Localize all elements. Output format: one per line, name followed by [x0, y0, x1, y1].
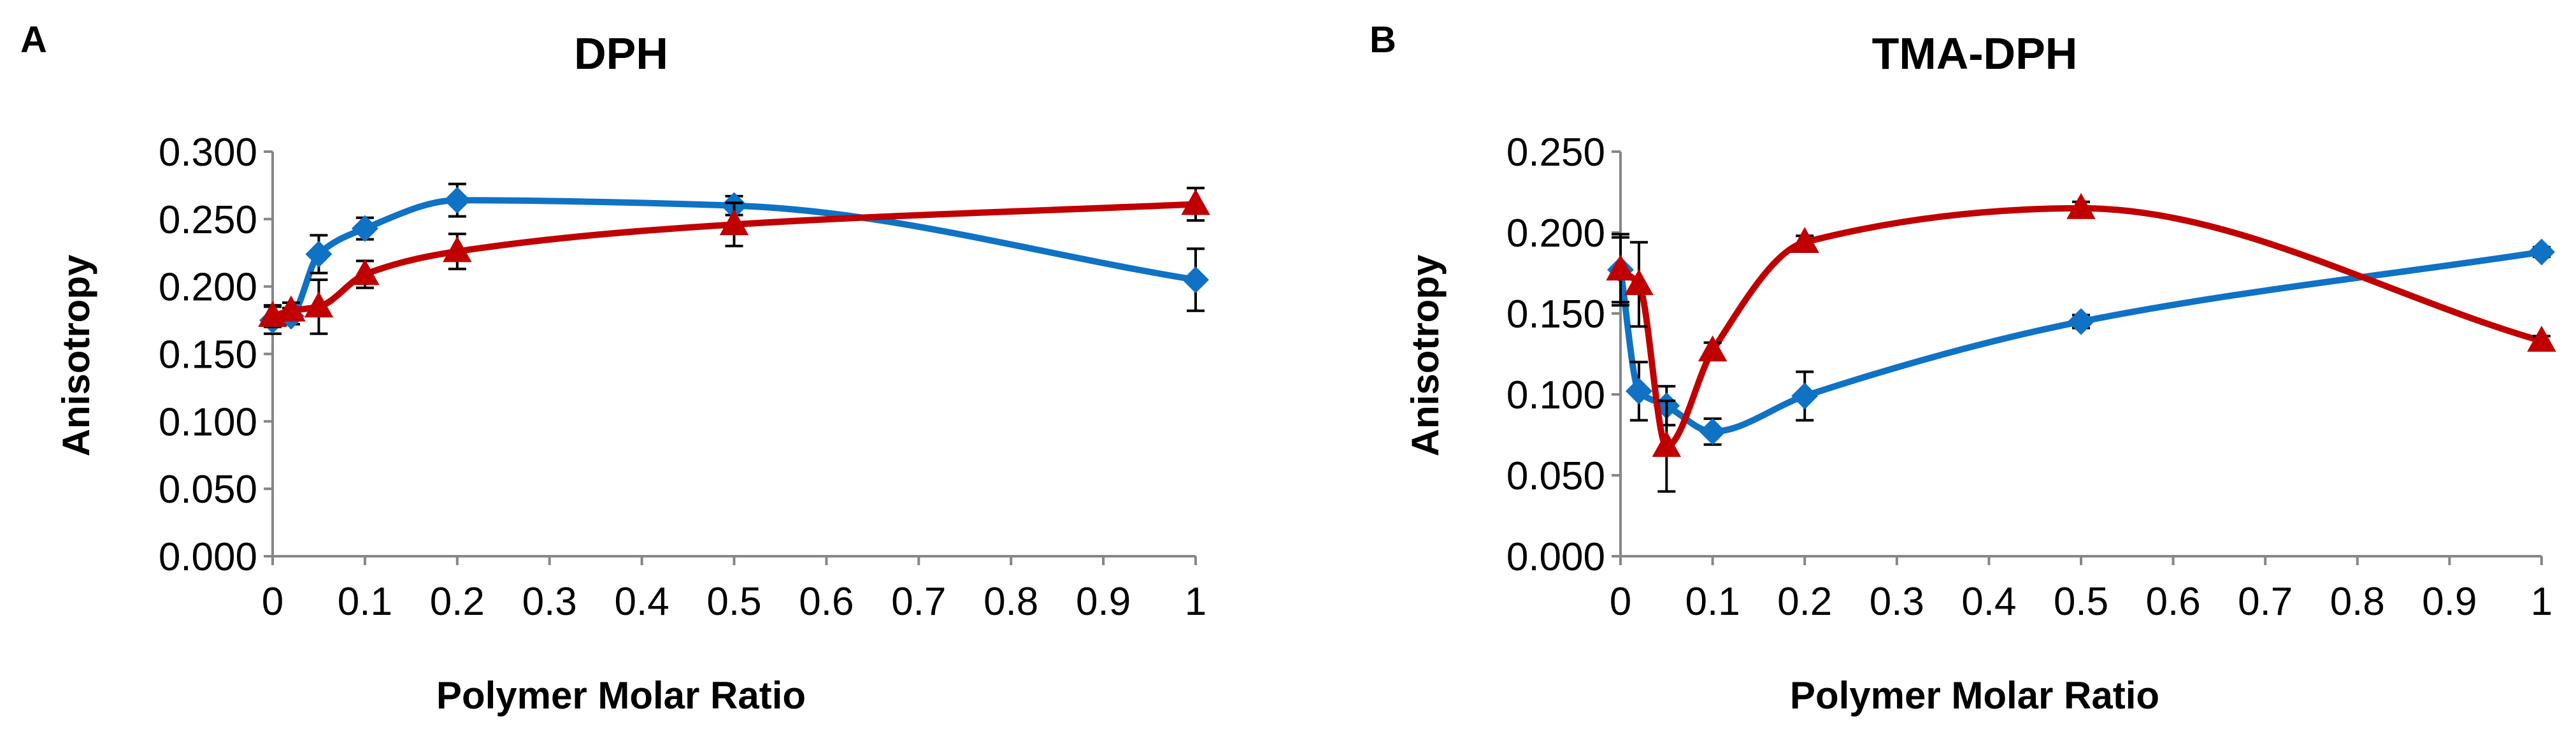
x-tick-label: 0 — [262, 580, 283, 624]
x-tick-label: 0.6 — [2145, 580, 2200, 624]
data-point-triangle — [276, 295, 306, 322]
x-tick-label: 0.8 — [2330, 580, 2385, 624]
y-tick-label: 0.150 — [159, 333, 257, 377]
y-tick-label: 0.000 — [1506, 535, 1605, 579]
y-tick-label: 0.100 — [159, 400, 257, 444]
chart-title-a: DPH — [574, 29, 668, 78]
x-tick-label: 1 — [2531, 580, 2552, 624]
y-tick-label: 0.000 — [159, 535, 257, 579]
x-axis-title-b: Polymer Molar Ratio — [1790, 674, 2159, 717]
data-point-triangle — [1790, 227, 1819, 254]
series-layer-a — [258, 182, 1210, 335]
panel-letter-b: B — [1370, 19, 1396, 61]
x-tick-label: 0.5 — [706, 580, 761, 624]
data-point-triangle — [1652, 431, 1682, 457]
series-b-red — [1606, 192, 2556, 493]
x-tick-label: 0.4 — [614, 580, 669, 624]
chart-title-b: TMA-DPH — [1872, 29, 2078, 78]
data-point-triangle — [1698, 335, 1728, 362]
series-b-blue — [1607, 233, 2555, 446]
data-point-triangle — [1181, 189, 1210, 215]
data-point-triangle — [304, 291, 334, 318]
y-tick-label: 0.200 — [159, 266, 257, 310]
data-point-triangle — [350, 259, 380, 285]
x-tick-label: 0.9 — [1076, 580, 1131, 624]
data-point-diamond — [2528, 238, 2555, 266]
data-point-triangle — [1624, 269, 1654, 296]
series-layer-b — [1606, 192, 2556, 493]
y-tick-label: 0.250 — [1506, 131, 1605, 175]
y-tick-label: 0.200 — [1506, 212, 1605, 255]
x-tick-label: 0.3 — [522, 580, 577, 624]
x-tick-label: 0.1 — [1685, 580, 1740, 624]
y-ticks-b: 0.000 0.050 0.100 0.150 0.200 0.250 — [1506, 131, 1621, 579]
x-tick-label: 0.7 — [2238, 580, 2293, 624]
y-tick-label: 0.300 — [159, 131, 257, 175]
data-point-diamond — [1182, 266, 1209, 294]
x-tick-label: 0.1 — [338, 580, 392, 624]
y-tick-label: 0.050 — [159, 468, 257, 512]
y-tick-label: 0.250 — [159, 198, 257, 242]
data-point-triangle — [2066, 192, 2096, 219]
y-axis-title-b: Anisotropy — [1404, 254, 1447, 456]
x-tick-label: 0.2 — [430, 580, 485, 624]
data-point-diamond — [1699, 418, 1726, 445]
data-point-diamond — [2068, 308, 2094, 335]
data-point-diamond — [1791, 382, 1819, 410]
data-point-triangle — [2527, 326, 2556, 352]
data-point-diamond — [443, 187, 471, 214]
panel-letter-a: A — [20, 19, 47, 61]
series-a-red — [258, 187, 1210, 335]
data-point-diamond — [1625, 377, 1652, 405]
y-tick-label: 0.050 — [1506, 454, 1605, 498]
x-ticks-b: 0 0.1 0.2 0.3 0.4 0.5 0.6 0.7 0.8 0.9 1 — [1610, 556, 2552, 624]
x-tick-label: 0.5 — [2054, 580, 2108, 624]
y-tick-label: 0.150 — [1506, 292, 1605, 336]
y-ticks-a: 0.000 0.050 0.100 0.150 0.200 0.250 0.300 — [159, 131, 273, 579]
panel-b: B TMA-DPH Polymer Molar Ratio Anisotropy… — [1370, 19, 2556, 717]
x-axis-title-a: Polymer Molar Ratio — [436, 674, 806, 717]
x-tick-label: 0.7 — [891, 580, 946, 624]
x-tick-label: 0.3 — [1870, 580, 1924, 624]
x-tick-label: 0.4 — [1961, 580, 2016, 624]
x-ticks-a: 0 0.1 0.2 0.3 0.4 0.5 0.6 0.7 0.8 0.9 1 — [262, 556, 1206, 624]
y-axis-title-a: Anisotropy — [55, 254, 97, 456]
x-tick-label: 1 — [1185, 580, 1206, 624]
panel-a: A DPH Polymer Molar Ratio Anisotropy 0.0… — [20, 19, 1210, 717]
x-tick-label: 0.2 — [1777, 580, 1832, 624]
data-point-triangle — [443, 236, 472, 263]
series-line — [1617, 205, 2545, 450]
data-point-diamond — [305, 240, 333, 268]
x-tick-label: 0.8 — [984, 580, 1038, 624]
y-tick-label: 0.100 — [1506, 373, 1605, 417]
x-tick-label: 0 — [1610, 580, 1631, 624]
x-tick-label: 0.9 — [2422, 580, 2477, 624]
data-point-diamond — [351, 215, 378, 242]
x-tick-label: 0.6 — [799, 580, 854, 624]
data-point-triangle — [1606, 254, 1635, 281]
data-point-triangle — [719, 209, 749, 236]
